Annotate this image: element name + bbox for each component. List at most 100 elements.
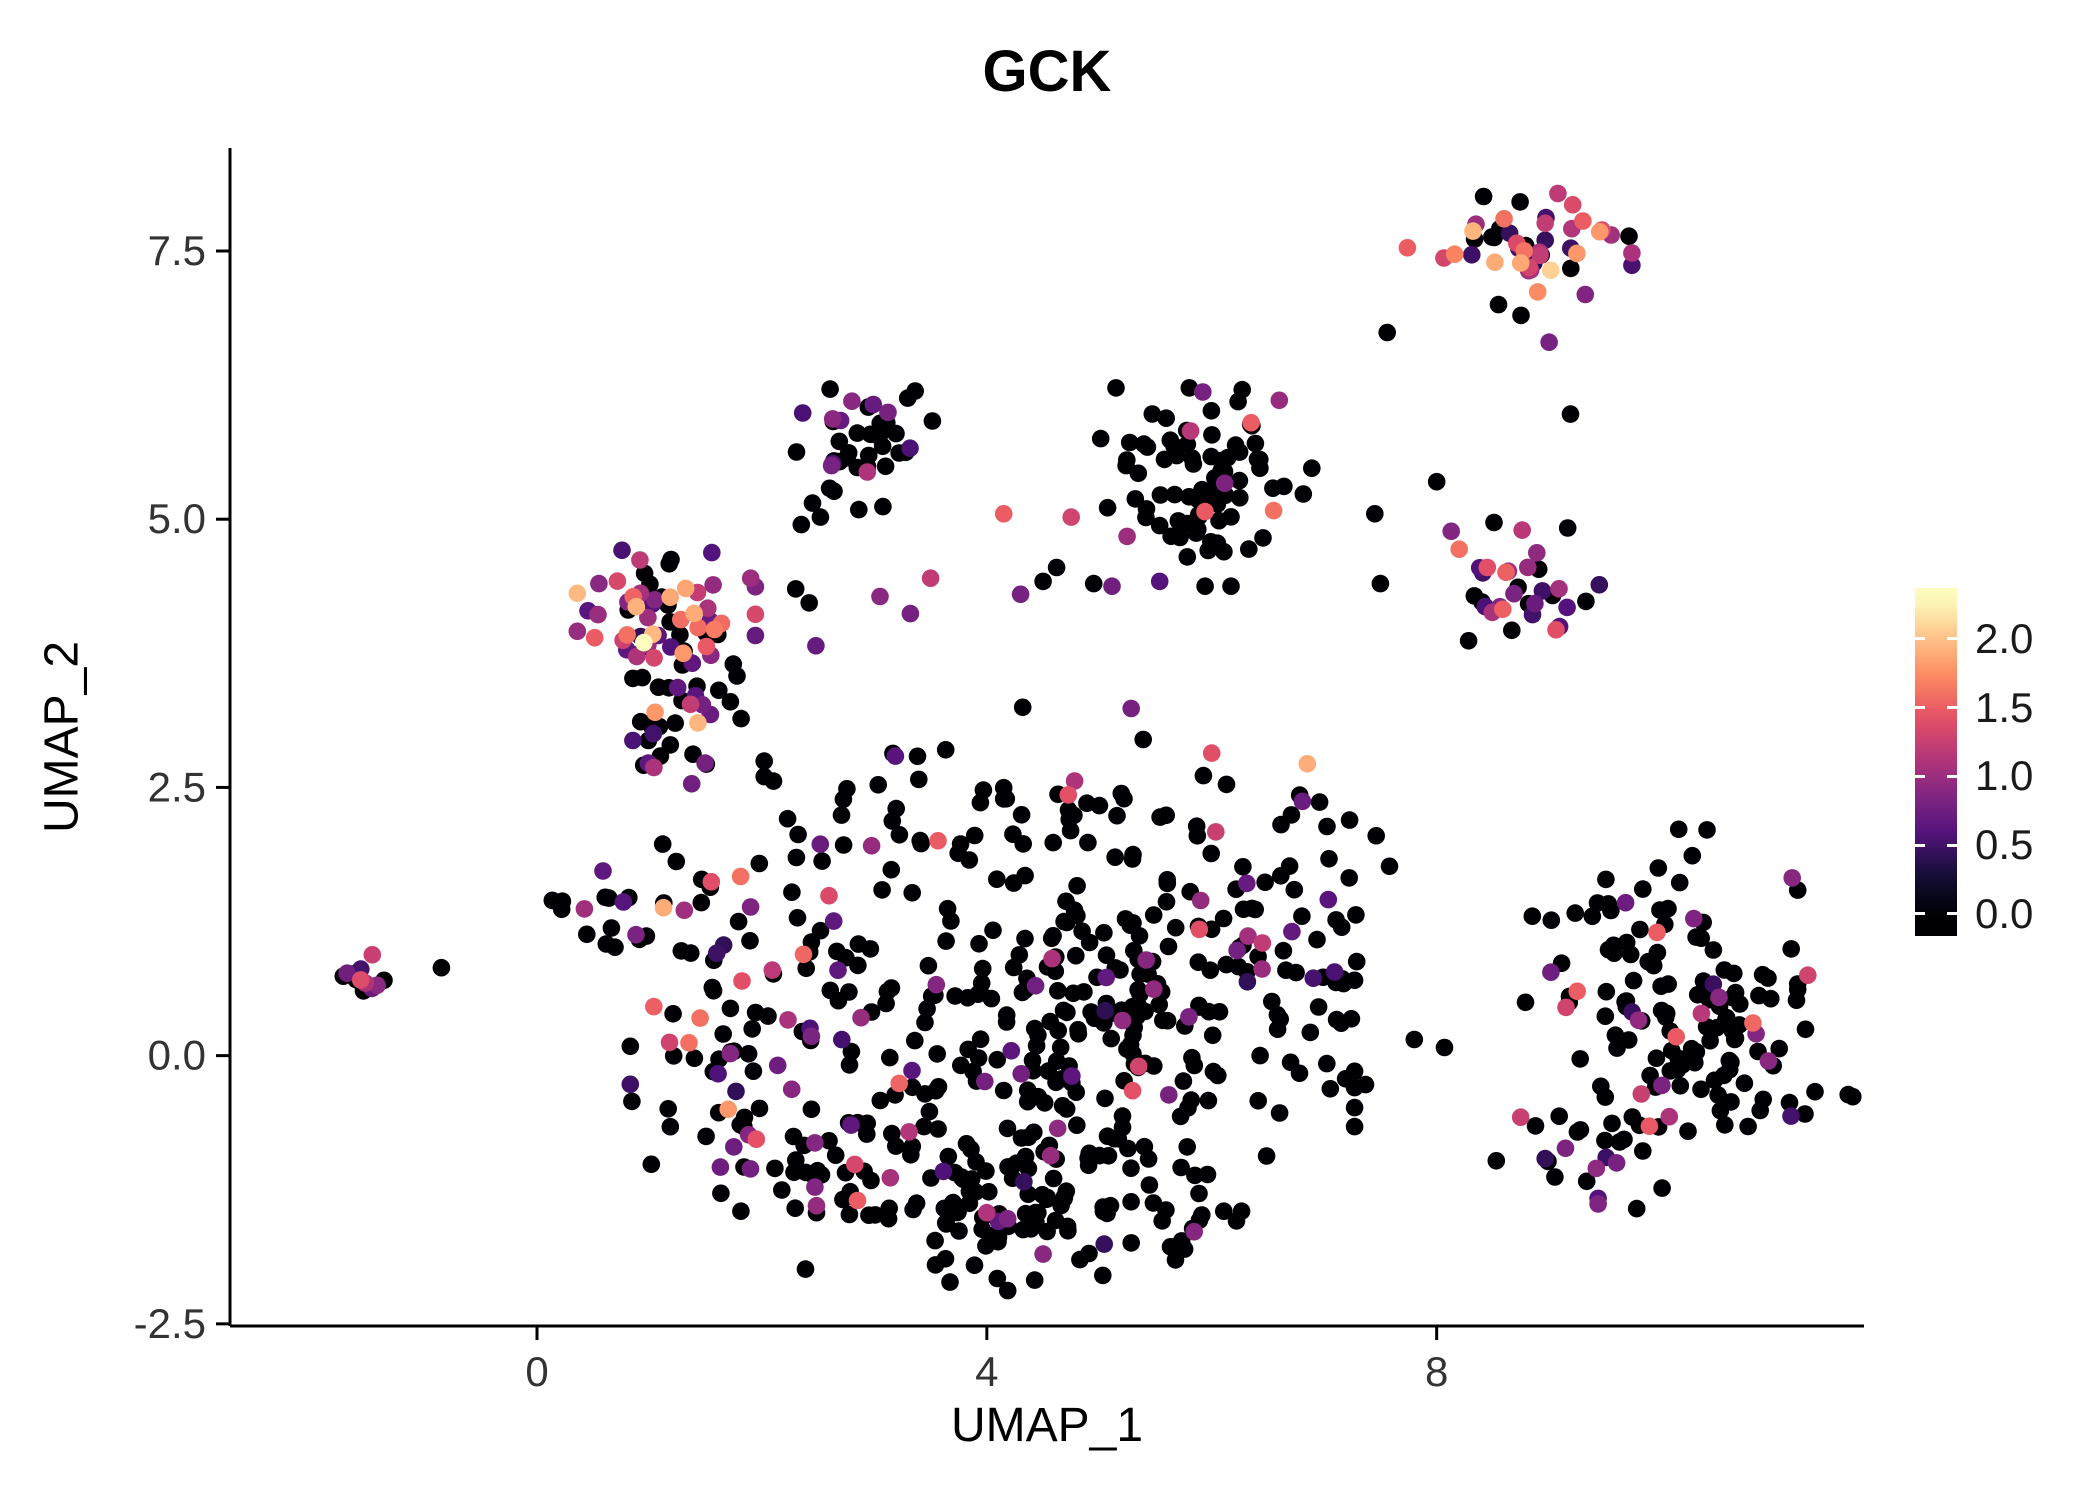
data-point bbox=[1478, 558, 1497, 577]
data-point bbox=[1035, 1094, 1054, 1112]
data-point bbox=[1256, 873, 1274, 892]
data-point bbox=[1427, 472, 1446, 491]
data-point bbox=[1080, 1244, 1098, 1263]
data-point bbox=[1304, 969, 1323, 987]
data-point bbox=[1140, 1176, 1159, 1194]
data-point bbox=[1044, 833, 1062, 852]
data-point bbox=[883, 812, 902, 830]
data-point bbox=[1150, 516, 1169, 535]
data-point bbox=[1683, 846, 1702, 865]
data-point bbox=[1293, 907, 1311, 925]
data-point bbox=[1049, 1021, 1067, 1040]
data-point bbox=[1118, 1040, 1136, 1058]
data-point bbox=[1239, 927, 1257, 945]
data-point bbox=[1489, 295, 1508, 314]
data-point bbox=[1134, 730, 1152, 749]
data-point bbox=[1069, 1021, 1087, 1039]
data-point bbox=[746, 626, 765, 645]
data-point bbox=[1194, 383, 1212, 401]
data-point bbox=[876, 457, 895, 476]
data-point bbox=[1158, 874, 1177, 893]
data-point bbox=[1583, 907, 1602, 926]
data-point bbox=[1016, 866, 1034, 885]
data-point bbox=[733, 972, 751, 990]
data-point bbox=[1203, 1026, 1222, 1045]
data-point bbox=[1161, 431, 1180, 450]
data-point bbox=[1043, 949, 1061, 968]
data-point bbox=[1623, 256, 1641, 275]
data-point bbox=[1102, 1029, 1120, 1048]
data-point bbox=[794, 945, 813, 964]
data-point bbox=[871, 1091, 890, 1110]
data-point bbox=[883, 1124, 901, 1143]
data-point bbox=[1090, 796, 1109, 815]
legend-tick-label: 2.0 bbox=[1975, 614, 2034, 662]
data-point bbox=[1639, 952, 1657, 971]
data-point bbox=[1139, 1150, 1158, 1168]
data-point bbox=[1620, 227, 1638, 245]
data-point bbox=[1722, 1093, 1740, 1111]
data-point bbox=[879, 403, 897, 422]
data-point bbox=[1122, 1234, 1140, 1252]
data-point bbox=[1310, 793, 1329, 811]
data-point bbox=[1178, 435, 1197, 454]
data-point bbox=[1735, 1074, 1754, 1092]
data-point bbox=[1640, 1117, 1659, 1135]
data-point bbox=[1191, 891, 1210, 910]
data-point bbox=[1106, 848, 1124, 866]
data-point bbox=[1171, 528, 1189, 547]
data-point bbox=[1182, 1091, 1200, 1109]
data-point bbox=[797, 959, 815, 978]
data-point bbox=[1710, 988, 1728, 1007]
data-point bbox=[807, 637, 825, 655]
data-point bbox=[1012, 806, 1031, 824]
data-point bbox=[1523, 907, 1542, 925]
data-point bbox=[1526, 1117, 1545, 1135]
data-point bbox=[903, 884, 921, 902]
data-point bbox=[674, 644, 692, 663]
data-point bbox=[1157, 893, 1176, 911]
data-point bbox=[1662, 1041, 1681, 1060]
x-tick-label: 0 bbox=[525, 1348, 548, 1395]
data-point bbox=[631, 551, 649, 569]
data-point bbox=[1345, 1117, 1364, 1136]
data-point bbox=[1577, 592, 1595, 611]
data-point bbox=[1293, 792, 1312, 811]
data-point bbox=[1442, 522, 1460, 541]
data-point bbox=[1188, 827, 1207, 845]
data-point bbox=[773, 1181, 791, 1199]
data-point bbox=[1150, 995, 1168, 1014]
data-point bbox=[782, 1080, 801, 1099]
data-point bbox=[1542, 911, 1561, 929]
data-point bbox=[681, 695, 700, 714]
data-point bbox=[1649, 859, 1668, 877]
data-point bbox=[793, 404, 812, 422]
data-point bbox=[432, 958, 451, 977]
data-point bbox=[729, 912, 748, 931]
data-point bbox=[792, 515, 811, 534]
data-point bbox=[1196, 577, 1214, 595]
data-point bbox=[1608, 1039, 1626, 1057]
data-point bbox=[1596, 1131, 1614, 1150]
data-point bbox=[697, 1127, 715, 1146]
data-point bbox=[1113, 1011, 1132, 1030]
data-point bbox=[1799, 966, 1817, 984]
data-point bbox=[1659, 899, 1677, 918]
data-point bbox=[721, 999, 740, 1018]
data-point bbox=[1183, 449, 1201, 468]
data-point bbox=[1753, 965, 1772, 984]
data-point bbox=[1199, 1091, 1218, 1110]
data-point bbox=[1227, 1212, 1246, 1230]
data-point bbox=[904, 1200, 922, 1219]
data-point bbox=[1759, 1052, 1778, 1070]
data-point bbox=[1557, 998, 1575, 1017]
data-point bbox=[903, 1137, 922, 1156]
data-point bbox=[900, 1123, 918, 1141]
data-point bbox=[1597, 870, 1615, 889]
data-point bbox=[1196, 502, 1214, 521]
data-point bbox=[1027, 1036, 1046, 1055]
data-point bbox=[684, 745, 702, 763]
data-point bbox=[1234, 858, 1252, 876]
data-point bbox=[682, 775, 701, 793]
data-point bbox=[1531, 246, 1549, 265]
